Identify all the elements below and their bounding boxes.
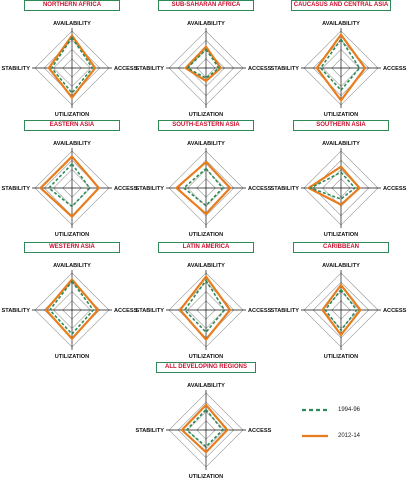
legend-label-2012: 2012-14 (338, 433, 361, 439)
series-2012-polygon (306, 165, 362, 206)
axis-label-stability: STABILITY (2, 186, 31, 192)
radar-panel: AVAILABILITY ACCESS UTILIZATION STABILITY (136, 263, 272, 360)
axis-label-access: ACCESS (383, 186, 407, 192)
axis-label-access: ACCESS (383, 66, 407, 72)
radar-panel: AVAILABILITY ACCESS UTILIZATION STABILITY (271, 21, 407, 118)
axis-label-utilization: UTILIZATION (189, 354, 223, 360)
axis-label-access: ACCESS (248, 186, 272, 192)
axis-label-availability: AVAILABILITY (322, 263, 360, 269)
radar-panel: AVAILABILITY ACCESS UTILIZATION STABILITY (271, 141, 407, 238)
series-1994-polygon (182, 167, 224, 207)
series-1994-polygon (324, 288, 358, 332)
series-1994-polygon (308, 171, 357, 201)
series-2012-polygon (180, 403, 229, 454)
axis-label-availability: AVAILABILITY (322, 141, 360, 147)
series-2012-polygon (174, 160, 232, 216)
axis-label-access: ACCESS (114, 308, 138, 314)
panel-title: NORTHERN AFRICA (24, 0, 120, 11)
axis-label-utilization: UTILIZATION (324, 232, 358, 238)
axis-label-stability: STABILITY (2, 308, 31, 314)
axis-label-availability: AVAILABILITY (187, 21, 225, 27)
panel-title: ALL DEVELOPING REGIONS (156, 362, 256, 373)
axis-label-availability: AVAILABILITY (53, 21, 91, 27)
axis-label-utilization: UTILIZATION (324, 112, 358, 118)
axis-label-stability: STABILITY (271, 66, 300, 72)
panel-title: SOUTHERN ASIA (293, 120, 389, 131)
panel-title: CAUCASUS AND CENTRAL ASIA (291, 0, 391, 11)
axis-label-utilization: UTILIZATION (324, 354, 358, 360)
legend-item-2012: 2012-14 (302, 430, 402, 442)
axis-label-access: ACCESS (383, 308, 407, 314)
axis-label-stability: STABILITY (136, 186, 165, 192)
axis-label-utilization: UTILIZATION (55, 354, 89, 360)
axis-label-availability: AVAILABILITY (187, 141, 225, 147)
radar-panel: AVAILABILITY ACCESS UTILIZATION STABILITY (2, 263, 138, 360)
axis-label-utilization: UTILIZATION (55, 232, 89, 238)
axis-label-availability: AVAILABILITY (187, 383, 225, 389)
radar-panel: AVAILABILITY ACCESS UTILIZATION STABILITY (2, 21, 138, 118)
axis-label-utilization: UTILIZATION (55, 112, 89, 118)
series-1994-polygon (48, 280, 95, 336)
axis-label-access: ACCESS (248, 428, 272, 434)
axis-label-access: ACCESS (114, 66, 138, 72)
axis-label-utilization: UTILIZATION (189, 232, 223, 238)
series-1994-polygon (185, 408, 224, 448)
axis-label-stability: STABILITY (136, 308, 165, 314)
panel-title: CARIBBEAN (293, 242, 389, 253)
series-2012-polygon (44, 277, 100, 341)
axis-label-availability: AVAILABILITY (187, 263, 225, 269)
series-2012-polygon (38, 154, 101, 219)
radar-panel: AVAILABILITY ACCESS UTILIZATION STABILITY (136, 383, 272, 480)
series-2012-polygon (321, 283, 362, 337)
panel-title: EASTERN ASIA (24, 120, 120, 131)
radar-panel: AVAILABILITY ACCESS UTILIZATION STABILITY (271, 263, 407, 360)
series-2012-polygon (183, 44, 223, 83)
panel-title: WESTERN ASIA (24, 242, 120, 253)
axis-label-availability: AVAILABILITY (322, 21, 360, 27)
axis-label-utilization: UTILIZATION (189, 112, 223, 118)
legend-item-1994: 1994-96 (302, 404, 402, 416)
axis-label-stability: STABILITY (136, 66, 165, 72)
axis-label-stability: STABILITY (2, 66, 31, 72)
series-2012-polygon (315, 32, 367, 103)
axis-label-stability: STABILITY (271, 186, 300, 192)
axis-label-access: ACCESS (248, 308, 272, 314)
legend-swatch-2012 (302, 431, 328, 441)
series-2012-polygon (178, 274, 232, 342)
axis-label-access: ACCESS (248, 66, 272, 72)
series-1994-polygon (186, 48, 221, 80)
legend-label-1994: 1994-96 (338, 407, 361, 413)
axis-label-access: ACCESS (114, 186, 138, 192)
axis-label-stability: STABILITY (271, 308, 300, 314)
legend-swatch-1994 (302, 405, 328, 415)
axis-label-availability: AVAILABILITY (53, 263, 91, 269)
series-1994-polygon (183, 278, 226, 334)
radar-panel: AVAILABILITY ACCESS UTILIZATION STABILITY (2, 141, 138, 238)
radar-panel: AVAILABILITY ACCESS UTILIZATION STABILITY (136, 141, 272, 238)
series-1994-polygon (319, 37, 361, 92)
radar-panel: AVAILABILITY ACCESS UTILIZATION STABILITY (136, 21, 272, 118)
axis-label-utilization: UTILIZATION (189, 474, 223, 480)
axis-label-stability: STABILITY (136, 428, 165, 434)
axis-label-availability: AVAILABILITY (53, 141, 91, 147)
series-1994-polygon (47, 162, 91, 208)
panel-title: SUB-SAHARAN AFRICA (158, 0, 254, 11)
panel-title: LATIN AMERICA (158, 242, 254, 253)
panel-title: SOUTH-EASTERN ASIA (158, 120, 254, 131)
series-2012-polygon (47, 33, 97, 100)
